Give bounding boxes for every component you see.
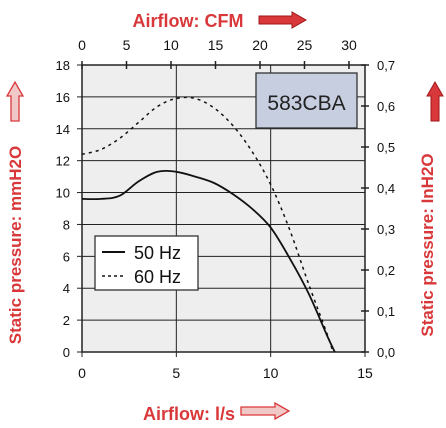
x-tick-label: 15 — [357, 365, 373, 381]
model-label: 583CBA — [267, 92, 345, 115]
right-tick-label: 0,5 — [377, 140, 395, 155]
curves — [81, 96, 336, 353]
left-arrow-icon — [5, 80, 25, 122]
legend: 50 Hz 60 Hz — [94, 235, 199, 291]
right-tick-label: 0,0 — [377, 345, 395, 360]
plot-frame — [81, 64, 366, 353]
top-tick-label: 10 — [163, 37, 179, 53]
bottom-arrow-icon — [240, 401, 291, 421]
right-tick-label: 0,1 — [377, 304, 395, 319]
x-axis-title: Airflow: l/s — [143, 404, 235, 424]
y-tick-label: 12 — [56, 154, 70, 169]
series-line-60hz — [81, 96, 334, 353]
top-tick-label: 0 — [78, 37, 86, 53]
top-tick-label: 25 — [297, 37, 313, 53]
legend-label-60hz: 60 Hz — [134, 267, 181, 287]
left-axis-title: Static pressure: mmH2O — [6, 146, 25, 344]
right-tick-label: 0,7 — [377, 58, 395, 73]
axis-ticks: 0 2 4 6 8 10 12 14 16 18 0 5 10 15 0 5 10 15 20 25 30 0,0 0,1 0… — [56, 37, 396, 381]
series-line-50hz — [81, 169, 336, 353]
y-tick-label: 0 — [63, 345, 70, 360]
top-axis-title: Airflow: CFM — [133, 11, 244, 31]
y-tick-label: 6 — [63, 249, 70, 264]
y-tick-label: 18 — [56, 58, 70, 73]
top-tick-label: 20 — [252, 37, 268, 53]
right-tick-label: 0,4 — [377, 181, 395, 196]
top-tick-label: 15 — [208, 37, 224, 53]
y-tick-label: 8 — [63, 217, 70, 232]
right-axis-title: Static pressure: InH2O — [418, 153, 437, 336]
top-tick-label: 30 — [341, 37, 357, 53]
y-tick-label: 4 — [63, 281, 70, 296]
y-tick-label: 2 — [63, 313, 70, 328]
x-tick-label: 5 — [172, 365, 180, 381]
x-tick-label: 10 — [263, 365, 279, 381]
legend-label-50hz: 50 Hz — [134, 243, 181, 263]
right-tick-label: 0,6 — [377, 99, 395, 114]
top-tick-label: 5 — [123, 37, 131, 53]
y-tick-label: 16 — [56, 90, 70, 105]
right-arrow-icon — [426, 80, 444, 122]
model-box: 583CBA — [255, 72, 358, 129]
x-tick-label: 0 — [78, 365, 86, 381]
y-tick-label: 14 — [56, 122, 70, 137]
top-arrow-icon — [258, 11, 308, 29]
y-tick-label: 10 — [56, 186, 70, 201]
right-tick-label: 0,3 — [377, 222, 395, 237]
right-tick-label: 0,2 — [377, 263, 395, 278]
